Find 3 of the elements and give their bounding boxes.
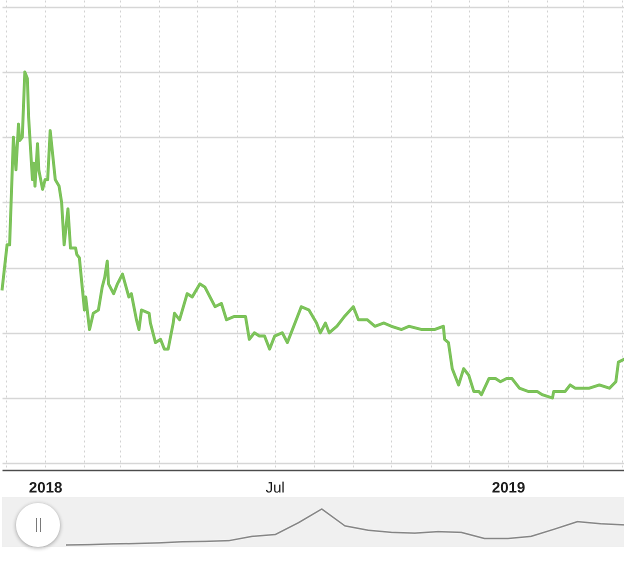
x-tick-label: 2018: [28, 480, 62, 496]
x-tick-label: Jul: [266, 480, 285, 496]
x-tick-label: 2019: [492, 480, 526, 496]
